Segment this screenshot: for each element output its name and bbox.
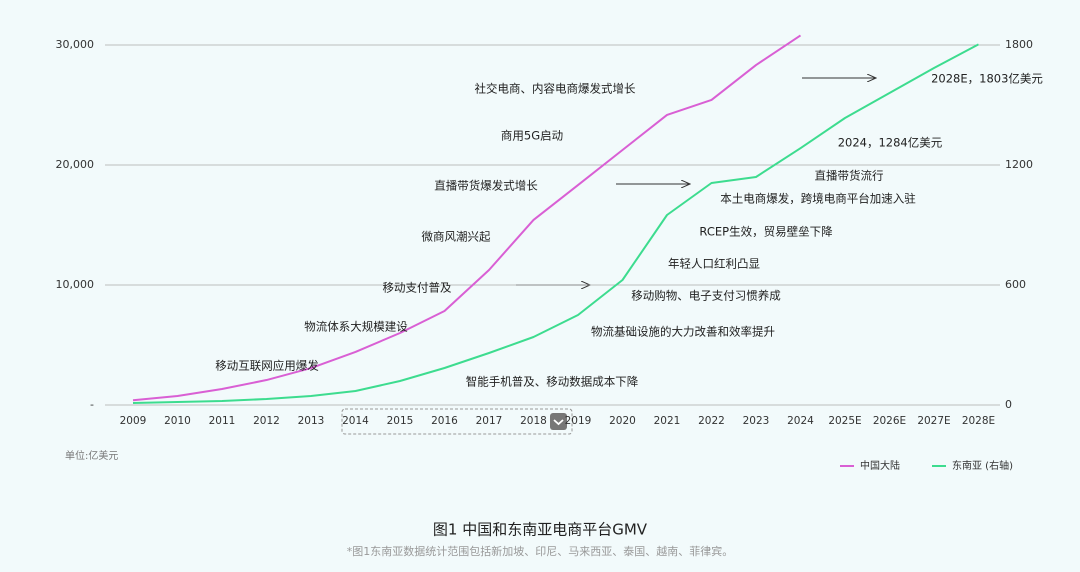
x-tick-label: 2015 [387,415,414,427]
annotation: 移动支付普及 [383,281,452,295]
annotation: 移动互联网应用爆发 [215,359,319,373]
y2-tick-label: 0 [1005,398,1012,411]
annotation: 微商风潮兴起 [422,230,491,244]
annotation: 物流体系大规模建设 [304,320,408,334]
y2-tick-label: 1200 [1005,158,1033,171]
x-tick-label: 2018 [520,415,547,427]
chart-subtitle: *图1东南亚数据统计范围包括新加坡、印尼、马来西亚、泰国、越南、菲律宾。 [347,544,734,558]
legend-label: 东南亚 (右轴) [952,459,1013,472]
annotation: 2024，1284亿美元 [838,136,943,150]
x-tick-label: 2010 [164,415,191,427]
x-tick-label: 2025E [828,415,861,427]
chevron [553,419,564,426]
annotation: 直播带货流行 [815,169,884,183]
x-tick-label: 2020 [609,415,636,427]
x-tick-label: 2014 [342,415,369,427]
y-tick-label: 30,000 [56,38,95,51]
x-tick-label: 2023 [743,415,770,427]
x-tick-label: 2022 [698,415,725,427]
chart-title: 图1 中国和东南亚电商平台GMV [433,521,648,539]
dropdown-icon[interactable] [550,413,567,430]
annotation: RCEP生效，贸易壁垒下降 [699,225,833,239]
annotation: 本土电商爆发，跨境电商平台加速入驻 [720,192,916,206]
x-tick-label: 2017 [476,415,503,427]
annotation: 年轻人口红利凸显 [668,257,760,271]
annotation: 2028E，1803亿美元 [931,72,1043,86]
y2-tick-label: 600 [1005,278,1026,291]
annotation: 移动购物、电子支付习惯养成 [631,289,781,303]
annotation: 直播带货爆发式增长 [434,179,538,193]
legend-label: 中国大陆 [860,459,900,472]
x-tick-label: 2024 [787,415,814,427]
y-tick-label: 10,000 [56,278,95,291]
annotation: 商用5G启动 [501,129,563,143]
x-tick-label: 2019 [565,415,592,427]
y-tick-label: - [90,398,94,411]
x-tick-label: 2011 [209,415,236,427]
series-line [132,43,979,404]
x-tick-label: 2012 [253,415,280,427]
x-tick-label: 2021 [654,415,681,427]
x-tick-label: 2028E [962,415,995,427]
unit-label: 单位:亿美元 [65,449,118,462]
x-tick-label: 2016 [431,415,458,427]
x-tick-label: 2009 [120,415,147,427]
x-tick-label: 2026E [873,415,906,427]
y-tick-label: 20,000 [56,158,95,171]
annotation: 社交电商、内容电商爆发式增长 [475,82,636,96]
series-line [132,34,802,402]
x-tick-label: 2013 [298,415,325,427]
annotation: 物流基础设施的大力改善和效率提升 [591,325,775,339]
y2-tick-label: 1800 [1005,38,1033,51]
x-tick-label: 2027E [917,415,950,427]
selection-box[interactable] [341,408,573,435]
annotation: 智能手机普及、移动数据成本下降 [466,375,639,389]
